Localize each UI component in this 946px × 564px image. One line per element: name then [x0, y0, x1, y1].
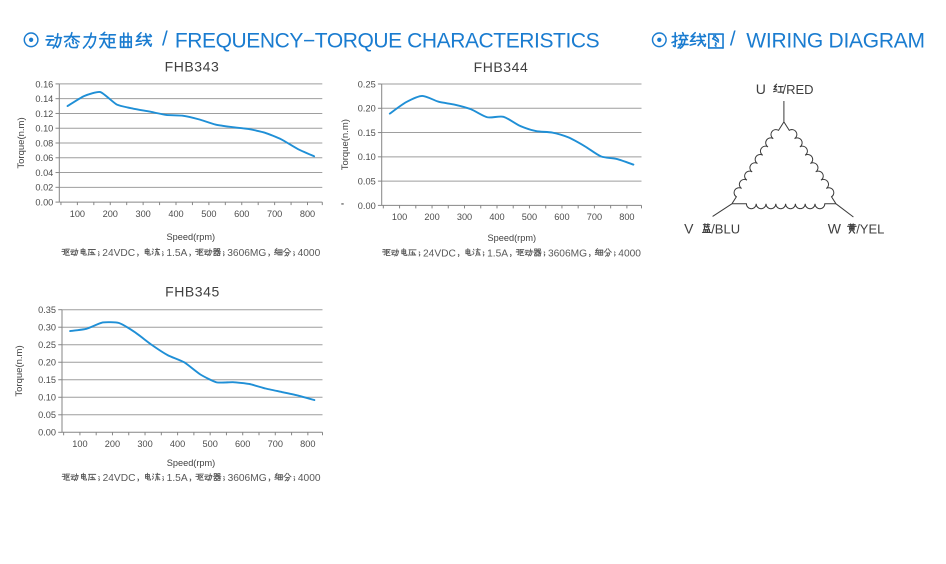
- svg-text:0.20: 0.20: [38, 358, 56, 368]
- svg-text:0.04: 0.04: [35, 168, 53, 178]
- svg-text:4000: 4000: [618, 249, 641, 260]
- svg-text:Speed(rpm): Speed(rpm): [167, 232, 216, 242]
- svg-text:200: 200: [103, 209, 118, 219]
- svg-text:FHB343: FHB343: [165, 59, 220, 75]
- svg-text:1.5A: 1.5A: [166, 248, 187, 259]
- svg-text:400: 400: [168, 209, 183, 219]
- svg-text:0.05: 0.05: [38, 410, 56, 420]
- svg-text:24VDC: 24VDC: [423, 249, 456, 260]
- svg-text:400: 400: [489, 212, 504, 222]
- svg-text:FHB345: FHB345: [165, 284, 220, 300]
- svg-text:300: 300: [457, 212, 472, 222]
- svg-text:600: 600: [234, 209, 249, 219]
- svg-text:Torque(n.m): Torque(n.m): [14, 345, 25, 396]
- svg-text:Speed(rpm): Speed(rpm): [488, 233, 537, 243]
- svg-text:/BLU: /BLU: [711, 222, 740, 237]
- svg-text:0.08: 0.08: [35, 138, 53, 148]
- svg-text:0.10: 0.10: [35, 124, 53, 134]
- svg-text:0.06: 0.06: [35, 153, 53, 163]
- svg-text:3606MG: 3606MG: [227, 248, 266, 259]
- svg-text:1.5A: 1.5A: [487, 249, 508, 260]
- svg-text:/: /: [162, 28, 168, 51]
- svg-text:0.00: 0.00: [38, 428, 56, 438]
- svg-text:WIRING DIAGRAM: WIRING DIAGRAM: [746, 30, 925, 53]
- svg-text:0.00: 0.00: [358, 201, 376, 211]
- svg-text:0.10: 0.10: [38, 393, 56, 403]
- svg-text:Torque(n.m): Torque(n.m): [340, 119, 351, 170]
- svg-text:FREQUENCY−TORQUE CHARACTERISTI: FREQUENCY−TORQUE CHARACTERISTICS: [175, 30, 600, 53]
- svg-text:800: 800: [300, 439, 315, 449]
- svg-text:0.25: 0.25: [38, 340, 56, 350]
- svg-text:Torque(n.m): Torque(n.m): [16, 117, 27, 168]
- svg-text:Speed(rpm): Speed(rpm): [167, 458, 216, 468]
- svg-text:100: 100: [392, 212, 407, 222]
- svg-text:4000: 4000: [298, 248, 321, 259]
- svg-text:24VDC: 24VDC: [103, 473, 136, 484]
- svg-text:300: 300: [135, 209, 150, 219]
- svg-text:100: 100: [70, 209, 85, 219]
- svg-text:0.15: 0.15: [38, 375, 56, 385]
- svg-text:800: 800: [619, 212, 634, 222]
- svg-text:V: V: [684, 221, 694, 237]
- svg-text:0.10: 0.10: [358, 152, 376, 162]
- svg-text:700: 700: [268, 439, 283, 449]
- svg-text:FHB344: FHB344: [474, 59, 529, 75]
- svg-text:200: 200: [105, 439, 120, 449]
- svg-text:/: /: [730, 28, 736, 51]
- svg-text:0.25: 0.25: [358, 79, 376, 89]
- svg-text:200: 200: [424, 212, 439, 222]
- svg-text:500: 500: [202, 439, 217, 449]
- svg-text:0.35: 0.35: [38, 305, 56, 315]
- svg-text:600: 600: [235, 439, 250, 449]
- svg-text:1.5A: 1.5A: [167, 473, 188, 484]
- svg-text:24VDC: 24VDC: [102, 248, 135, 259]
- svg-text:800: 800: [300, 209, 315, 219]
- svg-text:500: 500: [522, 212, 537, 222]
- svg-text:500: 500: [201, 209, 216, 219]
- svg-text:3606MG: 3606MG: [228, 473, 267, 484]
- svg-text:0.15: 0.15: [358, 128, 376, 138]
- svg-text:400: 400: [170, 439, 185, 449]
- svg-text:0.02: 0.02: [35, 183, 53, 193]
- svg-text:/YEL: /YEL: [856, 222, 884, 237]
- svg-text:100: 100: [72, 439, 87, 449]
- svg-text:0.00: 0.00: [35, 198, 53, 208]
- svg-text:0.05: 0.05: [358, 177, 376, 187]
- svg-text:0.16: 0.16: [35, 79, 53, 89]
- svg-text:700: 700: [587, 212, 602, 222]
- svg-text:/RED: /RED: [783, 82, 814, 97]
- svg-text:0.30: 0.30: [38, 323, 56, 333]
- svg-text:U: U: [756, 81, 766, 97]
- svg-text:0.20: 0.20: [358, 104, 376, 114]
- svg-text:700: 700: [267, 209, 282, 219]
- svg-text:0.12: 0.12: [35, 109, 53, 119]
- svg-text:3606MG: 3606MG: [548, 249, 587, 260]
- svg-text:0.14: 0.14: [35, 94, 53, 104]
- svg-text:W: W: [828, 221, 842, 237]
- svg-text:300: 300: [137, 439, 152, 449]
- svg-text:600: 600: [554, 212, 569, 222]
- svg-text:4000: 4000: [298, 473, 321, 484]
